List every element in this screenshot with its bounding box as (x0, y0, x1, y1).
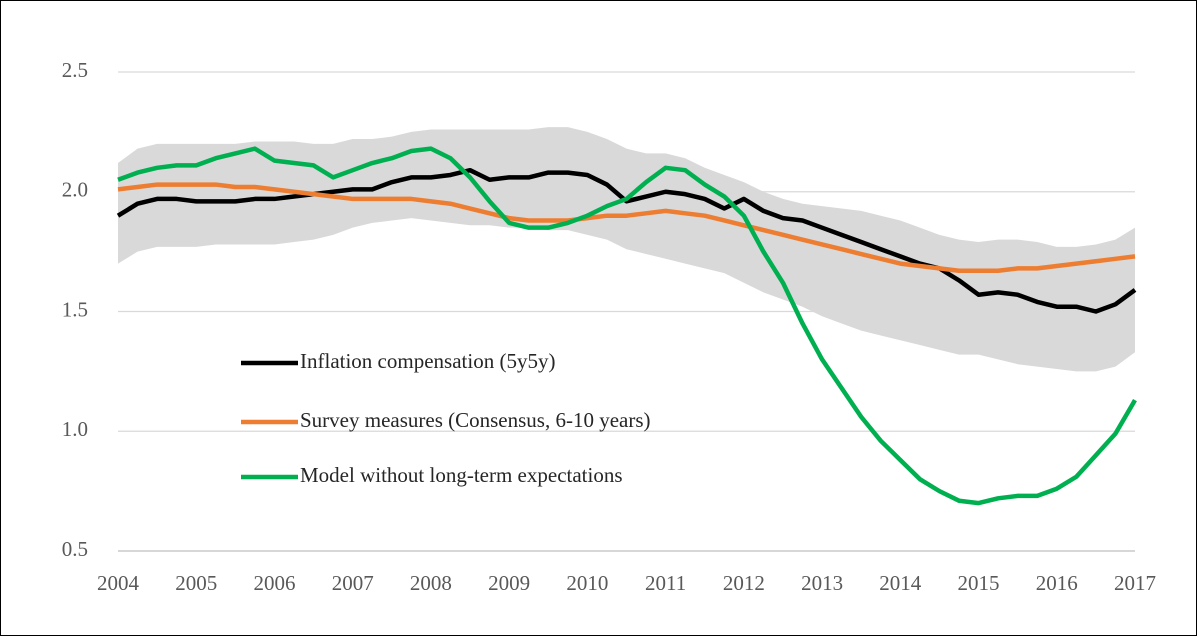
y-tick-label: 1.5 (62, 297, 88, 321)
series-line (117, 182, 1136, 274)
x-tick-label: 2007 (332, 571, 374, 595)
x-tick-label: 2004 (97, 571, 140, 595)
legend-label: Model without long-term expectations (300, 463, 623, 487)
x-tick-label: 2010 (566, 571, 608, 595)
y-tick-label: 2.0 (62, 178, 88, 202)
y-tick-label: 2.5 (62, 58, 88, 82)
legend-label: Survey measures (Consensus, 6-10 years) (300, 408, 651, 432)
x-tick-label: 2014 (879, 571, 922, 595)
x-tick-label: 2008 (410, 571, 452, 595)
x-tick-label: 2016 (1036, 571, 1078, 595)
x-tick-label: 2013 (801, 571, 843, 595)
range-band (118, 127, 1135, 372)
legend-label: Inflation compensation (5y5y) (300, 349, 555, 373)
x-tick-label: 2006 (253, 571, 295, 595)
y-tick-label: 1.0 (62, 417, 88, 441)
x-tick-label: 2011 (645, 571, 686, 595)
x-tick-label: 2005 (175, 571, 217, 595)
y-tick-label: 0.5 (62, 537, 88, 561)
series-line (117, 146, 1137, 506)
x-tick-label: 2015 (958, 571, 1000, 595)
x-tick-label: 2012 (723, 571, 765, 595)
x-tick-label: 2009 (488, 571, 530, 595)
x-tick-label: 2017 (1114, 571, 1156, 595)
